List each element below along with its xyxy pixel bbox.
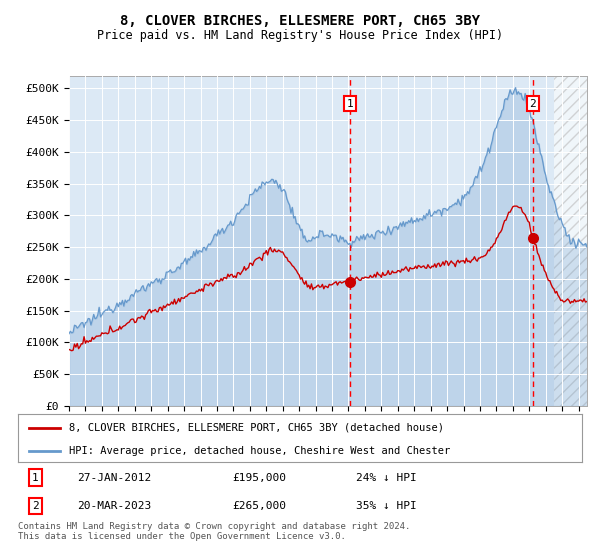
Text: HPI: Average price, detached house, Cheshire West and Chester: HPI: Average price, detached house, Ches…: [69, 446, 450, 456]
Text: 35% ↓ HPI: 35% ↓ HPI: [356, 501, 417, 511]
Text: 1: 1: [346, 99, 353, 109]
Text: 2: 2: [530, 99, 536, 109]
Text: 8, CLOVER BIRCHES, ELLESMERE PORT, CH65 3BY (detached house): 8, CLOVER BIRCHES, ELLESMERE PORT, CH65 …: [69, 423, 444, 433]
Text: £265,000: £265,000: [232, 501, 286, 511]
Text: 8, CLOVER BIRCHES, ELLESMERE PORT, CH65 3BY: 8, CLOVER BIRCHES, ELLESMERE PORT, CH65 …: [120, 14, 480, 28]
Text: Price paid vs. HM Land Registry's House Price Index (HPI): Price paid vs. HM Land Registry's House …: [97, 29, 503, 42]
Text: Contains HM Land Registry data © Crown copyright and database right 2024.
This d: Contains HM Land Registry data © Crown c…: [18, 522, 410, 542]
Text: 27-JAN-2012: 27-JAN-2012: [77, 473, 151, 483]
Text: 1: 1: [32, 473, 39, 483]
Text: 20-MAR-2023: 20-MAR-2023: [77, 501, 151, 511]
Bar: [554, 76, 600, 406]
Text: £195,000: £195,000: [232, 473, 286, 483]
Text: 2: 2: [32, 501, 39, 511]
Text: 24% ↓ HPI: 24% ↓ HPI: [356, 473, 417, 483]
